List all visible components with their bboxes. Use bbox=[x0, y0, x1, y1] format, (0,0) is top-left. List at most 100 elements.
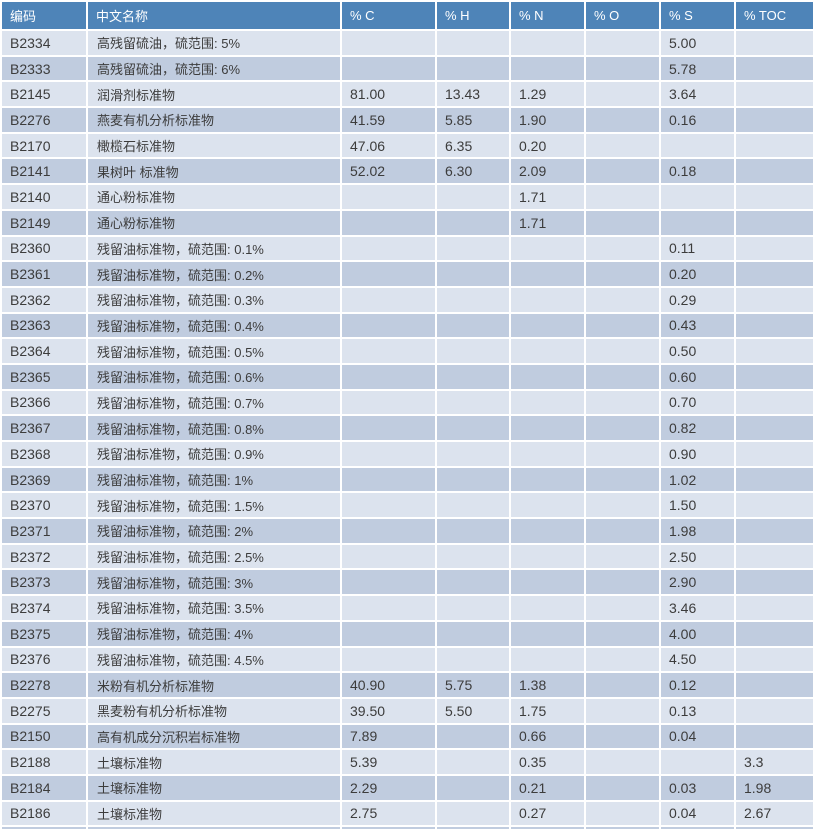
cell-code: B2375 bbox=[2, 621, 86, 646]
cell-pct-s bbox=[661, 185, 734, 209]
partial-row-cell-pct-o bbox=[586, 827, 659, 829]
cell-pct-h: 5.50 bbox=[437, 698, 509, 723]
cell-code: B2188 bbox=[2, 750, 86, 774]
cell-code: B2371 bbox=[2, 519, 86, 543]
cell-pct-toc bbox=[736, 262, 813, 286]
cell-pct-s: 0.12 bbox=[661, 673, 734, 697]
cell-code: B2278 bbox=[2, 673, 86, 697]
cell-name: 米粉有机分析标准物 bbox=[88, 673, 340, 697]
cell-pct-s: 0.03 bbox=[661, 775, 734, 800]
cell-name: 土壤标准物 bbox=[88, 775, 340, 800]
cell-pct-c: 39.50 bbox=[342, 698, 435, 723]
cell-pct-c bbox=[342, 390, 435, 415]
cell-pct-c bbox=[342, 442, 435, 466]
cell-pct-h bbox=[437, 416, 509, 440]
cell-pct-h bbox=[437, 801, 509, 826]
cell-pct-h bbox=[437, 750, 509, 774]
cell-pct-o bbox=[586, 519, 659, 543]
cell-code: B2333 bbox=[2, 56, 86, 81]
cell-pct-n bbox=[511, 416, 584, 440]
cell-pct-c: 2.75 bbox=[342, 801, 435, 826]
cell-pct-s: 1.50 bbox=[661, 493, 734, 518]
cell-pct-o bbox=[586, 493, 659, 518]
cell-pct-s bbox=[661, 133, 734, 158]
cell-pct-n bbox=[511, 390, 584, 415]
cell-pct-n bbox=[511, 467, 584, 492]
cell-code: B2186 bbox=[2, 801, 86, 826]
cell-pct-o bbox=[586, 570, 659, 595]
cell-pct-c bbox=[342, 31, 435, 55]
cell-pct-o bbox=[586, 31, 659, 55]
cell-pct-toc: 1.98 bbox=[736, 775, 813, 800]
cell-pct-h: 6.30 bbox=[437, 159, 509, 184]
cell-pct-n: 1.71 bbox=[511, 210, 584, 235]
cell-pct-s: 5.00 bbox=[661, 31, 734, 55]
cell-pct-h bbox=[437, 467, 509, 492]
cell-code: B2376 bbox=[2, 647, 86, 672]
cell-pct-toc bbox=[736, 621, 813, 646]
cell-pct-n: 1.38 bbox=[511, 673, 584, 697]
cell-pct-o bbox=[586, 185, 659, 209]
cell-code: B2374 bbox=[2, 596, 86, 620]
cell-pct-c: 47.06 bbox=[342, 133, 435, 158]
cell-name: 残留油标准物，硫范围: 0.3% bbox=[88, 287, 340, 312]
cell-pct-c bbox=[342, 416, 435, 440]
cell-pct-o bbox=[586, 698, 659, 723]
cell-pct-n: 1.90 bbox=[511, 108, 584, 132]
cell-pct-s: 0.50 bbox=[661, 339, 734, 363]
cell-pct-s: 3.46 bbox=[661, 596, 734, 620]
cell-pct-h bbox=[437, 390, 509, 415]
cell-name: 残留油标准物，硫范围: 1% bbox=[88, 467, 340, 492]
cell-pct-h bbox=[437, 493, 509, 518]
cell-pct-toc bbox=[736, 56, 813, 81]
cell-name: 土壤标准物 bbox=[88, 750, 340, 774]
cell-code: B2364 bbox=[2, 339, 86, 363]
cell-pct-o bbox=[586, 596, 659, 620]
column-header-code: 编码 bbox=[2, 2, 86, 29]
cell-pct-h bbox=[437, 287, 509, 312]
cell-pct-n bbox=[511, 621, 584, 646]
cell-pct-toc bbox=[736, 467, 813, 492]
cell-pct-n bbox=[511, 364, 584, 389]
cell-pct-s: 4.00 bbox=[661, 621, 734, 646]
cell-code: B2360 bbox=[2, 236, 86, 261]
cell-pct-toc bbox=[736, 519, 813, 543]
cell-pct-s: 4.50 bbox=[661, 647, 734, 672]
cell-name: 残留油标准物，硫范围: 1.5% bbox=[88, 493, 340, 518]
cell-pct-o bbox=[586, 442, 659, 466]
cell-pct-n: 2.09 bbox=[511, 159, 584, 184]
cell-pct-s: 0.18 bbox=[661, 159, 734, 184]
partial-row-cell-pct-n bbox=[511, 827, 584, 829]
cell-pct-s: 0.43 bbox=[661, 313, 734, 338]
cell-pct-n: 1.29 bbox=[511, 82, 584, 107]
cell-code: B2184 bbox=[2, 775, 86, 800]
cell-pct-s: 3.64 bbox=[661, 82, 734, 107]
cell-pct-n: 1.71 bbox=[511, 185, 584, 209]
cell-pct-toc bbox=[736, 108, 813, 132]
cell-pct-o bbox=[586, 416, 659, 440]
cell-name: 残留油标准物，硫范围: 0.7% bbox=[88, 390, 340, 415]
cell-pct-h: 5.75 bbox=[437, 673, 509, 697]
cell-pct-s: 0.16 bbox=[661, 108, 734, 132]
cell-code: B2141 bbox=[2, 159, 86, 184]
cell-pct-n: 0.35 bbox=[511, 750, 584, 774]
cell-pct-toc bbox=[736, 185, 813, 209]
cell-pct-h bbox=[437, 339, 509, 363]
cell-pct-c bbox=[342, 339, 435, 363]
cell-pct-toc: 3.3 bbox=[736, 750, 813, 774]
cell-pct-c bbox=[342, 262, 435, 286]
cell-name: 残留油标准物，硫范围: 0.6% bbox=[88, 364, 340, 389]
cell-pct-h bbox=[437, 185, 509, 209]
cell-pct-c bbox=[342, 467, 435, 492]
cell-pct-n: 0.20 bbox=[511, 133, 584, 158]
cell-pct-o bbox=[586, 724, 659, 749]
cell-pct-s: 0.29 bbox=[661, 287, 734, 312]
cell-pct-n bbox=[511, 31, 584, 55]
cell-name: 燕麦有机分析标准物 bbox=[88, 108, 340, 132]
cell-pct-o bbox=[586, 801, 659, 826]
cell-pct-toc bbox=[736, 339, 813, 363]
cell-pct-o bbox=[586, 210, 659, 235]
cell-name: 果树叶 标准物 bbox=[88, 159, 340, 184]
cell-pct-h bbox=[437, 236, 509, 261]
